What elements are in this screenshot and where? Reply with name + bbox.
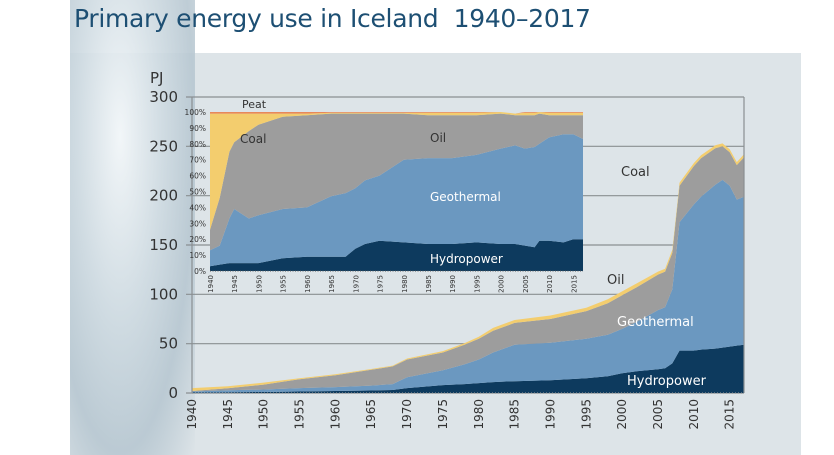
y-tick-label: 200 (149, 187, 178, 205)
inset-label-geothermal: Geothermal (430, 190, 501, 204)
inset-x-tick-label: 1955 (280, 275, 288, 293)
inset-area-hydropower (210, 239, 583, 271)
y-tick-label: 150 (149, 236, 178, 254)
y-axis-label: PJ (150, 69, 163, 87)
x-tick-label: 2010 (687, 399, 701, 430)
main-area-oil (192, 146, 744, 392)
inset-y-tick-label: 100% (185, 108, 206, 117)
inset-y-tick-label: 90% (189, 124, 206, 133)
inset-label-coal: Coal (240, 132, 266, 146)
series-label-hydropower: Hydropower (627, 374, 707, 389)
inset-x-tick-label: 2015 (570, 275, 578, 293)
main-axes: 0 50 100 150 200 250 300 1940 1945 1950 1955 1960 19… (149, 88, 745, 430)
main-area-geothermal (192, 179, 744, 393)
inset-area-coal (210, 112, 583, 230)
x-tick-label: 1975 (436, 399, 450, 430)
x-tick-label: 1950 (257, 399, 271, 430)
inset-x-tick-label: 2000 (498, 275, 506, 293)
inset-y-tick-label: 50% (189, 188, 206, 197)
x-tick-label: 1990 (543, 399, 557, 430)
series-label-oil: Oil (607, 273, 624, 288)
x-tick-label: 2005 (651, 399, 665, 430)
x-tick-label: 2015 (723, 399, 737, 430)
inset-x-tick-label: 1990 (449, 275, 457, 293)
x-tick-label: 1995 (579, 399, 593, 430)
inset-label-oil: Oil (430, 131, 446, 145)
inset-x-tick-label: 1985 (425, 275, 433, 293)
inset-x-tick-label: 1960 (304, 275, 312, 293)
inset-label-hydropower: Hydropower (430, 252, 503, 266)
inset-x-tick-label: 2010 (546, 275, 554, 293)
inset-x-tick-label: 1995 (473, 275, 481, 293)
inset-x-tick-label: 1945 (231, 275, 239, 293)
x-tick-label: 1980 (472, 399, 486, 430)
chart-title: Primary energy use in Iceland 1940–2017 (74, 4, 591, 33)
inset-y-tick-label: 80% (189, 140, 206, 149)
inset-y-tick-label: 10% (189, 251, 206, 260)
inset-y-tick-label: 0% (194, 267, 206, 276)
inset-x-tick-label: 1940 (207, 275, 215, 293)
inset-area-peat (210, 112, 583, 114)
ice-background-image (70, 0, 195, 455)
inset-x-tick-label: 1970 (352, 275, 360, 293)
y-tick-label: 50 (159, 335, 178, 353)
inset-y-tick-label: 70% (189, 156, 206, 165)
x-tick-label: 1940 (185, 399, 199, 430)
inset-y-tick-label: 30% (189, 219, 206, 228)
inset-x-tick-label: 1965 (328, 275, 336, 293)
x-tick-label: 1960 (328, 399, 342, 430)
main-areas (192, 143, 744, 393)
x-tick-label: 1970 (400, 399, 414, 430)
series-label-coal: Coal (621, 165, 650, 180)
y-tick-label: 250 (149, 137, 178, 155)
inset-y-tick-label: 40% (189, 203, 206, 212)
x-tick-label: 1955 (293, 399, 307, 430)
inset-label-peat: Peat (242, 98, 267, 111)
y-tick-label: 100 (149, 285, 178, 303)
series-label-geothermal: Geothermal (617, 315, 694, 330)
y-tick-label: 300 (149, 88, 178, 106)
inset-area-oil (210, 113, 583, 251)
inset-x-tick-label: 1975 (377, 275, 385, 293)
inset-area-geothermal (210, 134, 583, 267)
x-tick-label: 2000 (615, 399, 629, 430)
inset-x-tick-label: 2005 (522, 275, 530, 293)
inset-x-tick-label: 1950 (255, 275, 263, 293)
x-tick-label: 1945 (221, 399, 235, 430)
x-tick-label: 1965 (364, 399, 378, 430)
y-tick-label: 0 (168, 384, 178, 402)
inset-y-tick-label: 20% (189, 235, 206, 244)
inset-y-tick-label: 60% (189, 172, 206, 181)
main-area-hydropower (192, 344, 744, 393)
inset-x-tick-label: 1980 (401, 275, 409, 293)
inset-chart: 0% 10% 20% 30% 40% 50% 60% 70% 80% 90% 100% 1940 194… (185, 108, 583, 293)
x-tick-label: 1985 (508, 399, 522, 430)
